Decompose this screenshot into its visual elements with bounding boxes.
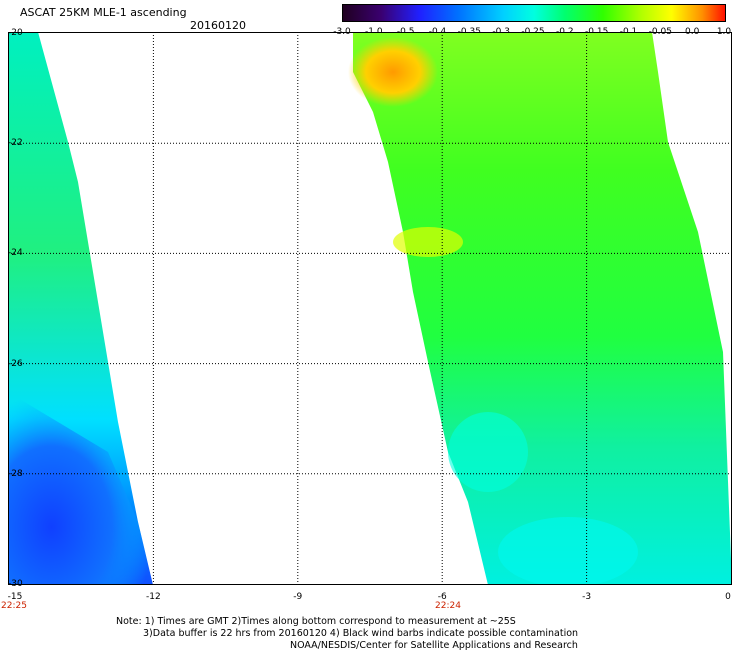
swath-left-blue [8,392,153,585]
swath-right [353,32,732,585]
wind-map-svg [8,32,732,585]
lat-tick-label: -20 [8,28,23,38]
lon-tick-label: -3 [582,592,592,602]
colorbar [342,4,726,22]
colorbar-gradient [343,5,725,21]
lon-tick-label: -15 [7,592,23,602]
map-title: ASCAT 25KM MLE-1 ascending [20,6,187,19]
lat-tick-label: -28 [8,468,23,479]
lon-tick-label: -9 [293,592,303,602]
map-plot [8,32,732,585]
time-label-right: 22:24 [435,601,461,611]
grid-lines [8,32,732,585]
swath-right-cyan-2 [498,517,638,585]
lon-tick-label: -6 [437,592,447,602]
swath-right-yellow [393,227,463,257]
swath-right-cyan [448,412,528,492]
map-date: 20160120 [190,19,246,32]
footer-note-2: 3)Data buffer is 22 hrs from 20160120 4)… [143,628,579,639]
footer-note-3: NOAA/NESDIS/Center for Satellite Applica… [290,640,578,651]
lat-tick-label: -22 [8,138,23,149]
swath-right-hotspot [348,37,438,107]
lon-tick-label: 0 [725,592,731,602]
lat-tick-label: -30 [8,579,23,589]
footer-note-1: Note: 1) Times are GMT 2)Times along bot… [116,616,516,627]
time-label-left: 22:25 [1,601,27,611]
plot-border [8,32,732,585]
lat-tick-label: -26 [8,358,23,369]
lat-tick-label: -24 [8,248,23,259]
lon-tick-label: -12 [146,592,161,602]
